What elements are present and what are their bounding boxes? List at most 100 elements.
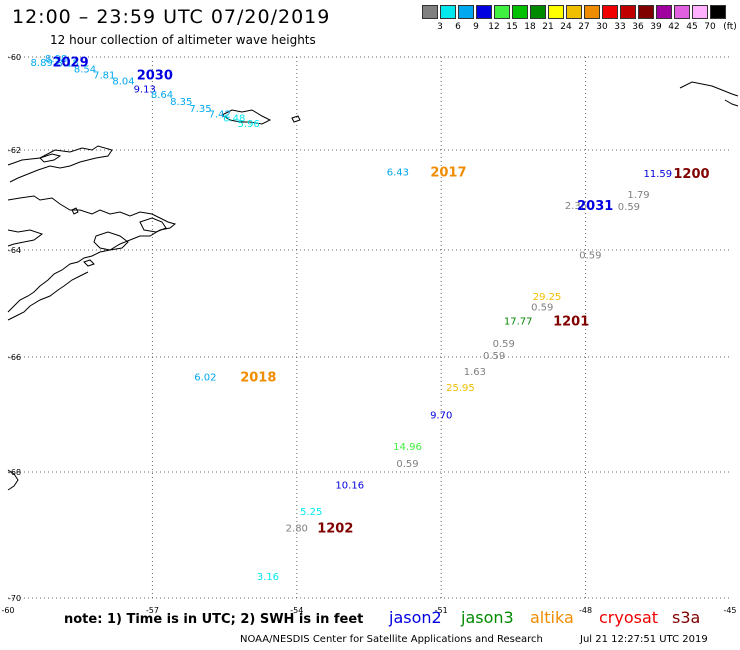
wave-height-value: 7.81 bbox=[93, 71, 115, 82]
axis-labels: -60 -62 -64 -66 -68 -70 -60 -57 -54 -51 -48 -45 bbox=[1, 53, 736, 615]
wave-height-value: 2.80 bbox=[286, 523, 308, 534]
south-shetland-island-1 bbox=[39, 153, 62, 163]
color-scale-label: 18 bbox=[524, 22, 536, 32]
wave-height-value: 8.89 bbox=[31, 58, 53, 69]
wave-height-value: 8.54 bbox=[74, 65, 96, 76]
pass-time-labels: 2029 2030 2017 1200 2031 1201 2018 1202 bbox=[52, 56, 709, 537]
lat-tick-label: -64 bbox=[8, 246, 21, 255]
color-scale-label: 21 bbox=[542, 22, 554, 32]
wave-height-value: 1.63 bbox=[464, 367, 486, 378]
peninsula-coast-4 bbox=[7, 271, 89, 321]
color-scale-label: 12 bbox=[488, 22, 500, 32]
pass-time-label: 2031 bbox=[577, 199, 613, 214]
lon-tick-label: -60 bbox=[1, 606, 14, 615]
wave-height-value: 8.15 bbox=[57, 59, 79, 70]
satellite-legend-jason2: jason2 bbox=[389, 608, 442, 627]
wave-height-value: 0.59 bbox=[483, 351, 505, 362]
wave-height-value: 0.59 bbox=[579, 250, 601, 261]
color-scale-label: 6 bbox=[455, 22, 461, 32]
color-scale-swatch bbox=[692, 5, 708, 19]
color-scale-swatch bbox=[602, 5, 618, 19]
south-georgia-island bbox=[679, 81, 739, 97]
lat-tick-label: -66 bbox=[8, 353, 21, 362]
color-scale-swatch bbox=[476, 5, 492, 19]
wave-height-value: 17.77 bbox=[504, 317, 533, 328]
satellite-legend-jason3: jason3 bbox=[461, 608, 514, 627]
wave-height-value: 11.59 bbox=[643, 169, 672, 180]
color-scale-swatch bbox=[440, 5, 456, 19]
lon-tick-label: -48 bbox=[579, 606, 592, 615]
wave-height-value: 1.79 bbox=[627, 190, 649, 201]
wave-height-value: 2.36 bbox=[565, 201, 587, 212]
wave-height-value: 9.13 bbox=[134, 85, 156, 96]
color-scale-swatch bbox=[710, 5, 726, 19]
antarctic-peninsula-coast bbox=[7, 145, 113, 183]
wave-height-value: 0.59 bbox=[618, 202, 640, 213]
color-scale-label: 39 bbox=[650, 22, 662, 32]
color-scale-label: 9 bbox=[473, 22, 479, 32]
map-subtitle: 12 hour collection of altimeter wave hei… bbox=[50, 33, 316, 47]
south-orkney-islet bbox=[291, 115, 301, 123]
wave-height-value: 8.64 bbox=[151, 90, 173, 101]
pass-time-label: 1202 bbox=[317, 521, 353, 536]
pass-time-label: 2017 bbox=[430, 166, 466, 181]
color-scale-label: 42 bbox=[668, 22, 680, 32]
lat-tick-label: -60 bbox=[8, 53, 21, 62]
south-orkney-islands bbox=[220, 109, 272, 125]
coast-fragment-2 bbox=[71, 207, 79, 215]
joinville-island bbox=[139, 217, 167, 233]
coast-fragment-3 bbox=[83, 259, 95, 267]
color-scale-label: 30 bbox=[596, 22, 608, 32]
color-scale-swatch bbox=[584, 5, 600, 19]
wave-height-value: 3.16 bbox=[257, 572, 279, 583]
wave-height-value: 14.96 bbox=[393, 442, 422, 453]
note-text: note: 1) Time is in UTC; 2) SWH is in fe… bbox=[64, 612, 364, 627]
pass-time-label: 2029 bbox=[52, 56, 88, 71]
color-scale-label: 15 bbox=[506, 22, 518, 32]
color-scale-swatch bbox=[530, 5, 546, 19]
color-scale-swatch bbox=[620, 5, 636, 19]
lon-tick-label: -45 bbox=[723, 606, 736, 615]
pass-time-label: 1200 bbox=[673, 167, 709, 182]
lat-tick-label: -70 bbox=[8, 594, 21, 603]
color-scale-swatch bbox=[422, 5, 438, 19]
wave-height-value: 5.25 bbox=[300, 507, 322, 518]
south-georgia-islet bbox=[724, 99, 739, 107]
wave-height-value: 6.43 bbox=[387, 168, 409, 179]
map-title: 12:00 – 23:59 UTC 07/20/2019 bbox=[12, 6, 331, 28]
pass-time-label: 2018 bbox=[240, 371, 276, 386]
color-scale-unit: (ft) bbox=[723, 22, 737, 32]
lat-tick-label: -62 bbox=[8, 146, 21, 155]
color-scale-swatch bbox=[458, 5, 474, 19]
wave-height-value: 29.25 bbox=[533, 292, 562, 303]
color-scale-label: 33 bbox=[614, 22, 626, 32]
color-scale-swatch bbox=[566, 5, 582, 19]
color-scale-swatch bbox=[674, 5, 690, 19]
peninsula-coast-3 bbox=[7, 229, 44, 247]
color-scale-swatch bbox=[512, 5, 528, 19]
color-scale-label: 24 bbox=[560, 22, 572, 32]
coast-fragment-left bbox=[7, 469, 19, 491]
wave-height-value: 6.02 bbox=[194, 373, 216, 384]
wave-height-value: 0.59 bbox=[531, 303, 553, 314]
color-scale-swatch bbox=[638, 5, 654, 19]
satellite-legend-cryosat: cryosat bbox=[599, 608, 659, 627]
color-scale-swatch bbox=[494, 5, 510, 19]
wave-height-value: 7.42 bbox=[209, 110, 231, 121]
color-scale-label: 3 bbox=[437, 22, 443, 32]
wave-height-observations: 8.898.988.158.547.818.049.138.648.357.35… bbox=[31, 54, 673, 583]
lat-tick-label: -68 bbox=[8, 468, 21, 477]
lon-tick-label: -51 bbox=[435, 606, 448, 615]
color-scale-swatch bbox=[656, 5, 672, 19]
wave-height-value: 6.48 bbox=[223, 113, 245, 124]
wave-height-value: 0.59 bbox=[493, 339, 515, 350]
color-scale-label: 27 bbox=[578, 22, 590, 32]
coastlines bbox=[7, 81, 739, 491]
wave-height-value: 7.35 bbox=[189, 104, 211, 115]
wave-height-value: 8.04 bbox=[112, 76, 134, 87]
color-scale-swatch bbox=[548, 5, 564, 19]
wave-height-value: 9.70 bbox=[430, 411, 452, 422]
wave-height-value: 10.16 bbox=[335, 481, 364, 492]
lon-tick-label: -54 bbox=[290, 606, 303, 615]
